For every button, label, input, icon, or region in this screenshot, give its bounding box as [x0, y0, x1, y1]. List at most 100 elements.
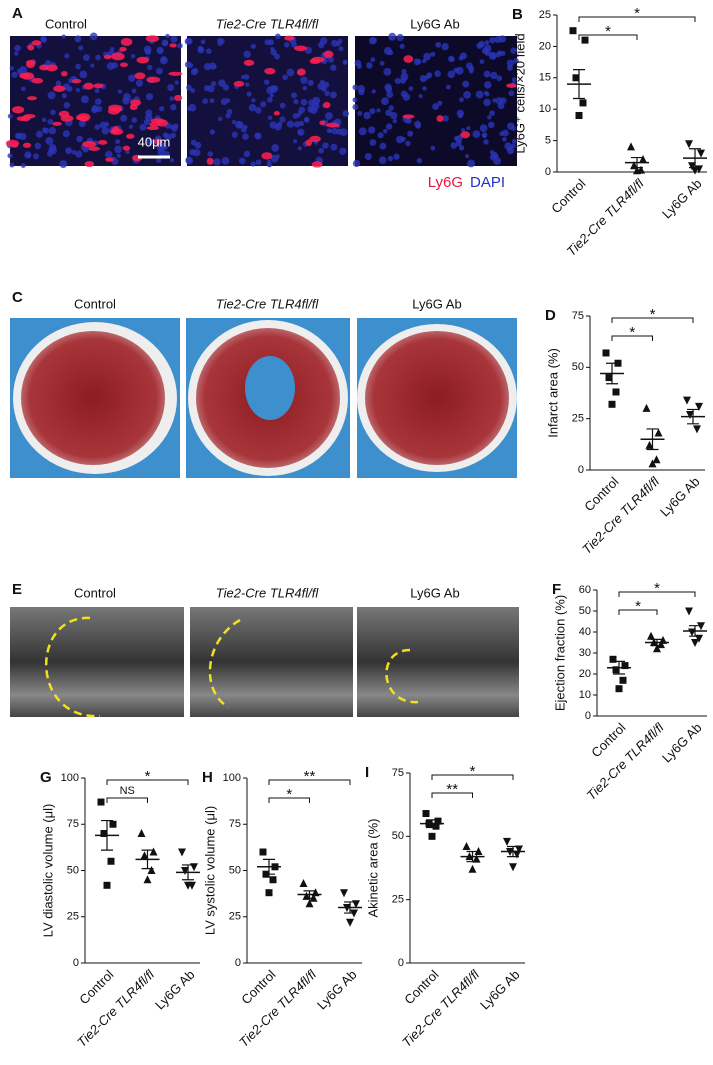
x-tick-label: Control	[581, 474, 621, 514]
panel-label: A	[12, 5, 23, 22]
nucleus	[376, 108, 381, 113]
y-tick-label: 100	[223, 772, 241, 784]
nucleus	[297, 128, 305, 136]
neutrophil	[323, 101, 331, 109]
lv-outline	[45, 616, 101, 718]
nucleus	[328, 128, 333, 133]
nucleus	[185, 156, 194, 165]
nucleus	[364, 152, 372, 161]
x-tick-label: Ly6G Ab	[659, 176, 705, 222]
point	[503, 837, 511, 846]
nucleus	[371, 89, 376, 94]
neutrophil	[311, 161, 323, 168]
nucleus	[479, 59, 485, 65]
significance-bracket	[106, 779, 189, 785]
nucleus	[135, 79, 143, 87]
neutrophil	[103, 54, 112, 60]
nucleus	[418, 94, 423, 99]
nucleus	[352, 103, 359, 110]
neutrophil	[97, 140, 108, 145]
neutrophil	[134, 72, 146, 80]
error-bar	[631, 156, 643, 169]
significance-bracket	[618, 609, 658, 615]
nucleus	[331, 127, 338, 135]
nucleus	[226, 108, 233, 115]
neutrophil	[319, 120, 326, 126]
neutrophil	[460, 131, 470, 139]
nucleus	[493, 156, 501, 165]
nucleus	[101, 127, 110, 135]
nucleus	[495, 51, 502, 58]
point	[612, 666, 620, 674]
nucleus	[297, 110, 303, 116]
neutrophil	[264, 67, 276, 75]
nucleus	[254, 132, 260, 138]
nucleus	[267, 96, 273, 103]
y-tick-label: 40	[579, 626, 591, 638]
nucleus	[275, 33, 281, 40]
nucleus	[7, 113, 13, 119]
echo	[190, 607, 353, 717]
nucleus	[169, 96, 175, 102]
neutrophil	[105, 157, 114, 162]
significance-bracket	[268, 797, 310, 803]
nucleus	[388, 35, 394, 41]
error-bar	[141, 849, 154, 870]
y-tick-label: 10	[539, 103, 551, 115]
neutrophil	[130, 99, 142, 107]
nucleus	[104, 150, 113, 159]
nucleus	[241, 75, 246, 80]
point	[422, 810, 430, 818]
point	[305, 899, 314, 908]
nucleus	[269, 85, 278, 93]
error-bar	[344, 901, 356, 914]
nucleus	[63, 101, 71, 109]
nucleus	[207, 151, 214, 157]
nucleus	[61, 34, 66, 39]
significance-label: *	[470, 763, 476, 780]
nucleus	[328, 56, 334, 63]
column-label: Ly6G Ab	[410, 585, 459, 600]
neutrophil	[145, 35, 160, 43]
nucleus	[497, 102, 505, 110]
neutrophil	[169, 43, 177, 48]
nucleus	[231, 119, 237, 125]
nucleus	[279, 102, 286, 109]
y-axis-title: Ly6G⁺ cells/×20 field	[512, 33, 527, 153]
nucleus	[231, 131, 238, 138]
point	[97, 798, 105, 806]
point	[639, 154, 647, 163]
nucleus	[78, 45, 84, 51]
significance-bracket	[431, 792, 473, 798]
neutrophil	[154, 138, 162, 145]
neutrophil	[261, 152, 273, 160]
panel-label: C	[12, 289, 23, 306]
significance-label: *	[634, 5, 640, 22]
y-tick-label: 20	[539, 40, 551, 52]
nucleus	[170, 132, 177, 139]
x-tick-label: Control	[401, 967, 441, 1007]
nucleus	[457, 112, 464, 119]
nucleus	[19, 66, 28, 74]
nucleus	[487, 121, 495, 129]
nucleus	[75, 150, 83, 158]
nucleus	[271, 144, 280, 152]
point	[693, 425, 701, 434]
nucleus	[245, 82, 250, 87]
neutrophil	[111, 52, 125, 61]
nucleus	[383, 47, 392, 55]
nucleus	[442, 115, 449, 122]
nucleus	[290, 92, 297, 99]
nucleus	[156, 157, 162, 163]
nucleus	[130, 53, 136, 59]
nucleus	[342, 59, 348, 65]
y-tick-label: 20	[579, 668, 591, 680]
y-tick-label: 50	[392, 830, 404, 842]
nucleus	[279, 116, 286, 123]
neutrophil	[45, 64, 58, 72]
nucleus	[302, 85, 308, 91]
column-label: Tie2-Cre TLR4fl/fl	[216, 585, 320, 600]
nucleus	[19, 132, 27, 141]
neutrophil	[311, 56, 325, 63]
